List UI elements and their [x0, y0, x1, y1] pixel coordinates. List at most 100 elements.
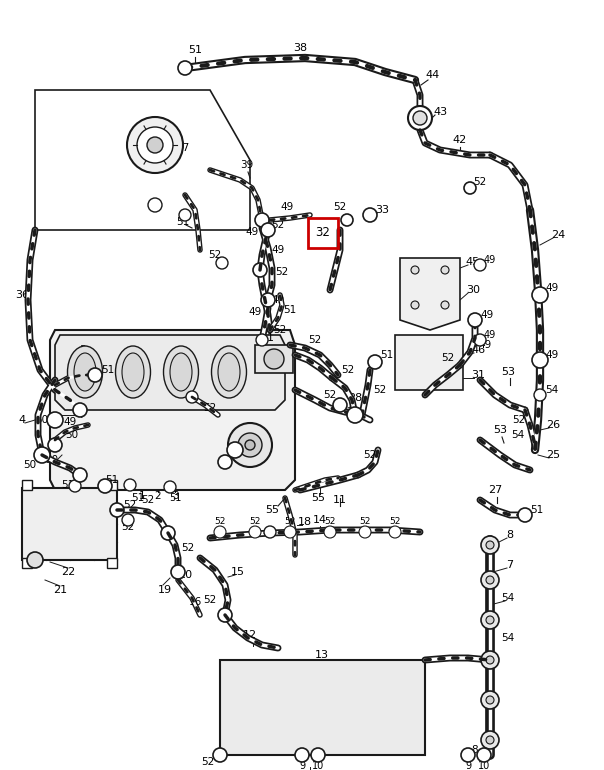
- Circle shape: [249, 526, 261, 538]
- Circle shape: [261, 293, 275, 307]
- Circle shape: [333, 398, 347, 412]
- Text: 52: 52: [121, 522, 135, 532]
- Circle shape: [148, 198, 162, 212]
- Text: 55: 55: [265, 505, 279, 515]
- Circle shape: [518, 508, 532, 522]
- Circle shape: [474, 259, 486, 271]
- Text: 52: 52: [275, 267, 289, 277]
- Text: 3: 3: [172, 491, 178, 501]
- Circle shape: [284, 526, 296, 538]
- Text: 52: 52: [341, 365, 355, 375]
- Bar: [220, 660, 425, 755]
- Text: 49: 49: [480, 310, 493, 320]
- Text: 54: 54: [501, 633, 515, 643]
- Circle shape: [27, 552, 43, 568]
- Text: 52: 52: [333, 202, 347, 212]
- Circle shape: [48, 438, 62, 452]
- Text: 36: 36: [15, 290, 29, 300]
- Text: 14: 14: [313, 515, 327, 525]
- Circle shape: [481, 571, 499, 589]
- Text: 39: 39: [240, 160, 254, 170]
- Bar: [255, 345, 293, 373]
- Text: 55: 55: [311, 493, 325, 503]
- Bar: [22, 488, 117, 560]
- Circle shape: [441, 301, 449, 309]
- Circle shape: [69, 480, 81, 492]
- Text: 1: 1: [266, 333, 274, 343]
- Text: 10: 10: [478, 761, 490, 770]
- Circle shape: [127, 117, 183, 173]
- Text: 25: 25: [546, 450, 560, 460]
- Circle shape: [411, 301, 419, 309]
- Text: 38: 38: [293, 43, 307, 53]
- Ellipse shape: [164, 346, 199, 398]
- Text: 49: 49: [63, 417, 77, 427]
- Circle shape: [468, 313, 482, 327]
- Circle shape: [481, 536, 499, 554]
- Bar: [107, 480, 117, 490]
- Circle shape: [481, 731, 499, 749]
- Text: 2: 2: [75, 363, 82, 373]
- Text: 51: 51: [530, 505, 544, 515]
- Text: 51: 51: [105, 475, 118, 485]
- Circle shape: [214, 526, 226, 538]
- Bar: [395, 335, 463, 390]
- Circle shape: [137, 127, 173, 163]
- Text: 49: 49: [248, 307, 262, 317]
- Circle shape: [34, 447, 50, 463]
- Text: 52: 52: [249, 517, 261, 527]
- Text: 49: 49: [271, 295, 284, 305]
- Text: 30: 30: [466, 285, 480, 295]
- Ellipse shape: [211, 346, 246, 398]
- Circle shape: [218, 608, 232, 622]
- Text: 54: 54: [501, 593, 515, 603]
- Text: 52: 52: [141, 495, 155, 505]
- Text: 52: 52: [359, 517, 371, 527]
- Circle shape: [481, 651, 499, 669]
- Circle shape: [295, 748, 309, 762]
- Text: 51: 51: [56, 493, 69, 503]
- Text: 24: 24: [551, 230, 565, 240]
- Circle shape: [47, 412, 63, 428]
- Text: 52: 52: [442, 353, 455, 363]
- Text: 52: 52: [204, 403, 217, 413]
- Ellipse shape: [68, 346, 103, 398]
- Circle shape: [161, 526, 175, 540]
- Circle shape: [147, 137, 163, 153]
- Text: 52: 52: [309, 335, 321, 345]
- Circle shape: [341, 214, 353, 226]
- Text: 57: 57: [176, 143, 190, 153]
- Text: 51: 51: [188, 45, 202, 55]
- Text: 54: 54: [512, 430, 525, 440]
- Ellipse shape: [74, 353, 96, 391]
- Text: 52: 52: [214, 517, 226, 527]
- Text: 50: 50: [24, 460, 37, 470]
- Text: 49: 49: [245, 227, 259, 237]
- Text: 46: 46: [471, 345, 485, 355]
- Text: 52: 52: [512, 415, 525, 425]
- Circle shape: [228, 423, 272, 467]
- Text: 31: 31: [471, 370, 485, 380]
- Polygon shape: [50, 330, 295, 490]
- Text: 52: 52: [390, 517, 400, 527]
- Circle shape: [486, 736, 494, 744]
- Text: 3: 3: [80, 345, 86, 355]
- Circle shape: [245, 440, 255, 450]
- Text: 50: 50: [65, 430, 79, 440]
- Circle shape: [110, 503, 124, 517]
- Circle shape: [122, 514, 134, 526]
- Text: 28: 28: [348, 393, 362, 403]
- Text: 5: 5: [92, 363, 99, 373]
- Circle shape: [486, 541, 494, 549]
- Text: 44: 44: [426, 70, 440, 80]
- Text: 51: 51: [381, 350, 394, 360]
- Circle shape: [253, 263, 267, 277]
- Circle shape: [534, 389, 546, 401]
- Circle shape: [486, 696, 494, 704]
- Circle shape: [413, 111, 427, 125]
- Text: 45: 45: [466, 257, 480, 267]
- Ellipse shape: [218, 353, 240, 391]
- Text: 10: 10: [312, 761, 324, 770]
- Circle shape: [186, 391, 198, 403]
- Circle shape: [255, 213, 269, 227]
